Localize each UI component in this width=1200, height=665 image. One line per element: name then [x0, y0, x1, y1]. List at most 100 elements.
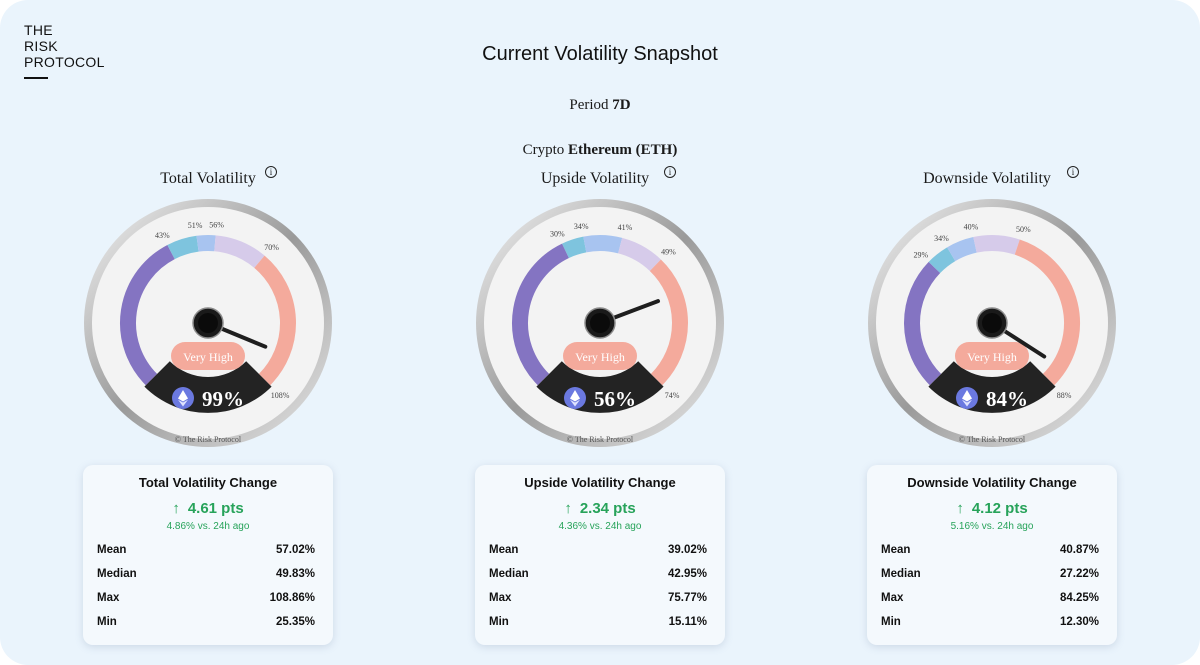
gauge-tick-label: 51% — [188, 221, 203, 230]
logo[interactable]: THE RISK PROTOCOL — [24, 22, 105, 70]
gauge-zone — [649, 259, 688, 386]
stat-change: ↑ 4.61 pts — [83, 500, 333, 517]
stat-change-sub: 5.16% vs. 24h ago — [950, 521, 1034, 532]
level-label: Very High — [967, 350, 1017, 364]
stat-title: Upside Volatility Change — [524, 475, 676, 490]
stat-row-median: Median 27.22% — [881, 568, 1099, 586]
stat-value: 39.02% — [667, 544, 707, 556]
gauge-tick-label: 56% — [209, 220, 224, 229]
ethereum-icon — [956, 387, 978, 409]
logo-line-3: PROTOCOL — [24, 54, 105, 70]
gauge-downside-volatility: 29% 34% 40% 50% 88% Very High 84% © The Risk Pr… — [868, 199, 1116, 447]
stat-title: Downside Volatility Change — [907, 475, 1077, 490]
arrow-up-icon: ↑ — [172, 500, 180, 517]
gauge-copyright: © The Risk Protocol — [175, 435, 242, 444]
period-label: Period — [569, 97, 609, 113]
gauge-tick-label: 34% — [574, 222, 589, 231]
stat-value: 25.35% — [275, 616, 315, 628]
level-label: Very High — [183, 350, 233, 364]
gauge-zone — [583, 235, 623, 254]
stat-change: ↑ 2.34 pts — [475, 500, 725, 517]
stat-card-total: Total Volatility Change ↑ 4.61 pts 4.86% … — [83, 465, 333, 645]
gauge-zone — [254, 255, 296, 386]
crypto-label: Crypto — [522, 142, 565, 158]
stat-key: Min — [489, 616, 509, 628]
ethereum-icon-bottom — [962, 399, 972, 407]
gauge-total-volatility: 43% 51% 56% 70% 108% Very High 99% © The Risk P… — [84, 199, 332, 447]
ethereum-icon-top — [962, 390, 972, 402]
ethereum-icon-bottom — [570, 399, 580, 407]
stat-title: Total Volatility Change — [138, 475, 278, 490]
gauge-copyright: © The Risk Protocol — [959, 435, 1026, 444]
stat-value: 108.86% — [269, 592, 315, 604]
stat-card-downside: Downside Volatility Change ↑ 4.12 pts 5.1… — [867, 465, 1117, 645]
stat-key: Max — [489, 592, 512, 604]
stat-change-value: 4.12 pts — [971, 500, 1028, 517]
stat-key: Min — [881, 616, 901, 628]
stat-key: Median — [97, 568, 137, 580]
ethereum-icon — [172, 387, 194, 409]
crypto-value: Ethereum (ETH) — [568, 142, 678, 158]
gauge-tick-label: 30% — [550, 230, 565, 239]
info-icon[interactable]: i — [664, 166, 676, 178]
stat-key: Min — [97, 616, 117, 628]
stat-change-value: 4.61 pts — [187, 500, 244, 517]
logo-underline — [24, 77, 48, 79]
stat-value: 42.95% — [667, 568, 707, 580]
stat-row-median: Median 42.95% — [489, 568, 707, 586]
stat-key: Mean — [881, 544, 911, 556]
gauge-title-downside: Downside Volatility — [923, 170, 1051, 187]
stat-row-mean: Mean 57.02% — [97, 544, 315, 562]
stat-value: 49.83% — [275, 568, 315, 580]
page-title: Current Volatility Snapshot — [482, 43, 718, 65]
gauge-tick-label: 88% — [1057, 391, 1072, 400]
stat-change-value: 2.34 pts — [579, 500, 636, 517]
stat-row-min: Min 15.11% — [489, 616, 707, 634]
info-icon[interactable]: i — [265, 166, 277, 178]
gauge-tick-label: 40% — [964, 222, 979, 231]
stat-row-max: Max 75.77% — [489, 592, 707, 610]
gauge-tick-label: 49% — [661, 248, 676, 257]
arrow-up-icon: ↑ — [564, 500, 572, 517]
gauge-title-total: Total Volatility — [160, 170, 256, 187]
stat-change: ↑ 4.12 pts — [867, 500, 1117, 517]
stat-key: Mean — [97, 544, 127, 556]
logo-line-1: THE — [24, 22, 53, 38]
logo-line-2: RISK — [24, 38, 58, 54]
stat-change-sub: 4.86% vs. 24h ago — [166, 521, 250, 532]
gauge-tick-label: 41% — [618, 223, 633, 232]
gauge-upside-volatility: 30% 34% 41% 49% 74% Very High 56% © The Risk Pr… — [476, 199, 724, 447]
stat-value: 27.22% — [1059, 568, 1099, 580]
gauge-zone — [120, 244, 175, 386]
level-badge — [955, 342, 1029, 370]
gauge-tick-label: 50% — [1016, 225, 1031, 234]
info-icon[interactable]: i — [1067, 166, 1079, 178]
gauge-hub-inner — [198, 313, 218, 333]
gauge-tick-label: 29% — [913, 250, 928, 259]
stat-key: Median — [489, 568, 529, 580]
gauge-hub-inner — [982, 313, 1002, 333]
gauge-hub-inner — [590, 313, 610, 333]
gauge-value: 99% — [202, 387, 244, 411]
stat-change-sub: 4.36% vs. 24h ago — [558, 521, 642, 532]
stat-row-mean: Mean 40.87% — [881, 544, 1099, 562]
gauge-zone — [196, 235, 216, 252]
stat-row-max: Max 108.86% — [97, 592, 315, 610]
gauge-zone — [947, 237, 977, 262]
stat-key: Max — [97, 592, 120, 604]
arrow-up-icon: ↑ — [956, 500, 964, 517]
stat-key: Mean — [489, 544, 519, 556]
stat-card-upside: Upside Volatility Change ↑ 2.34 pts 4.36%… — [475, 465, 725, 645]
stat-value: 75.77% — [667, 592, 707, 604]
gauge-zone — [1014, 239, 1080, 386]
stat-value: 57.02% — [275, 544, 315, 556]
gauge-tick-label: 108% — [271, 391, 290, 400]
gauge-tick-label: 43% — [155, 231, 170, 240]
gauge-zone — [562, 236, 587, 259]
crypto-indicator: Crypto Ethereum (ETH) — [0, 142, 1200, 159]
period-indicator: Period 7D — [0, 97, 1200, 114]
stat-value: 12.30% — [1059, 616, 1099, 628]
stat-row-mean: Mean 39.02% — [489, 544, 707, 562]
gauge-value: 84% — [986, 387, 1028, 411]
